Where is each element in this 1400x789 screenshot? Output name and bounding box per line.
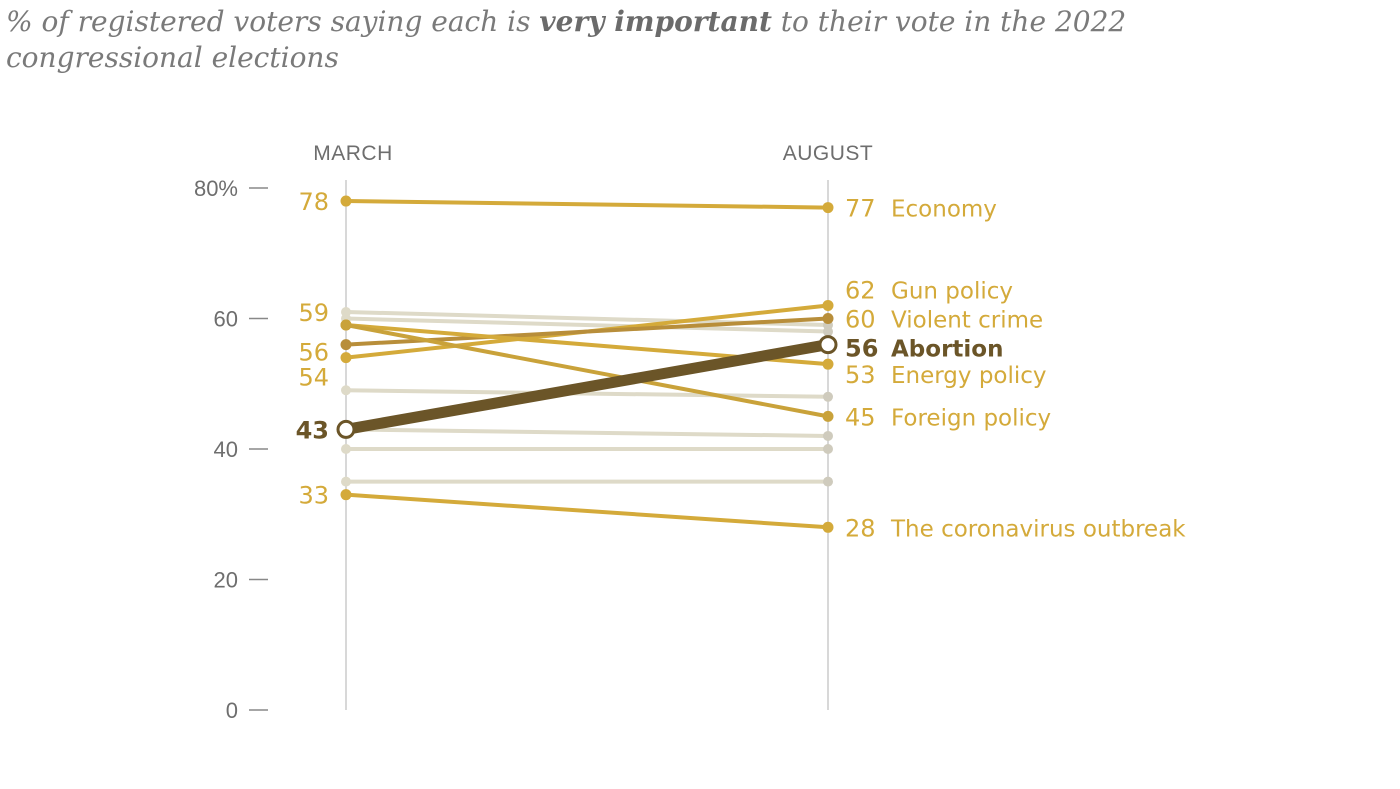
other-series-line: [344, 388, 830, 399]
series-point-violent-crime: [340, 339, 352, 351]
other-series-point: [341, 476, 351, 487]
other-series-point: [341, 444, 351, 454]
series-point-economy: [340, 195, 352, 207]
march-value-the-coronavirus-outbreak: 33: [298, 482, 329, 510]
march-value-economy: 78: [298, 188, 329, 216]
march-value-gun-policy: 54: [298, 364, 329, 392]
august-value-energy-policy: 53: [845, 361, 876, 389]
series-point-abortion: [336, 419, 356, 439]
august-value-the-coronavirus-outbreak: 28: [845, 514, 876, 542]
other-series-point: [823, 430, 833, 441]
series-line-economy: [344, 199, 830, 210]
series-point-economy: [822, 202, 834, 214]
august-value-violent-crime: 60: [845, 306, 876, 334]
other-series-line: [344, 316, 830, 334]
series-line-foreign-policy: [344, 323, 830, 419]
title-prefix: % of registered voters saying each is: [6, 5, 540, 38]
other-series-point: [823, 476, 833, 487]
title-suffix: to their vote in the 2022 congressional …: [6, 5, 1127, 74]
series-label-abortion: Abortion: [891, 337, 1003, 363]
other-series-line: [344, 427, 830, 438]
y-tick-label: 60: [214, 307, 238, 332]
series-label-energy-policy: Energy policy: [891, 363, 1047, 389]
series-label-the-coronavirus-outbreak: The coronavirus outbreak: [890, 516, 1186, 542]
series-label-gun-policy: Gun policy: [891, 278, 1013, 304]
series-point-foreign-policy: [340, 319, 352, 331]
y-tick-label: 20: [214, 568, 238, 593]
series-point-the-coronavirus-outbreak: [340, 489, 352, 501]
august-value-foreign-policy: 45: [845, 403, 876, 431]
series-point-gun-policy: [822, 299, 834, 311]
y-tick-label: 40: [214, 437, 238, 462]
other-series-point: [823, 391, 833, 402]
august-value-gun-policy: 62: [845, 276, 876, 304]
other-series-point: [823, 444, 833, 454]
series-label-economy: Economy: [891, 197, 997, 223]
series-line-abortion: [340, 339, 834, 435]
august-value-economy: 77: [845, 195, 876, 223]
column-header-march: MARCH: [313, 142, 393, 165]
y-tick-label: 0: [226, 698, 238, 723]
y-tick-label: 80%: [194, 176, 238, 201]
series-point-violent-crime: [822, 313, 834, 324]
series-point-energy-policy: [822, 358, 834, 370]
series-point-the-coronavirus-outbreak: [822, 521, 834, 533]
title-emphasis: very important: [539, 5, 772, 38]
chart-title: % of registered voters saying each is ve…: [6, 4, 1306, 76]
column-header-august: AUGUST: [783, 142, 874, 165]
march-value-energy-policy: 59: [298, 299, 329, 327]
series-label-foreign-policy: Foreign policy: [891, 405, 1051, 431]
other-series-point: [823, 326, 833, 337]
august-value-abortion: 56: [845, 335, 878, 363]
series-line-the-coronavirus-outbreak: [344, 492, 830, 530]
series-point-abortion: [818, 335, 838, 355]
march-value-violent-crime: 56: [298, 339, 329, 367]
march-value-abortion: 43: [296, 416, 329, 444]
other-series-point: [341, 385, 351, 396]
series-point-foreign-policy: [822, 410, 834, 422]
series-label-violent-crime: Violent crime: [891, 308, 1043, 334]
series-point-gun-policy: [340, 352, 352, 364]
